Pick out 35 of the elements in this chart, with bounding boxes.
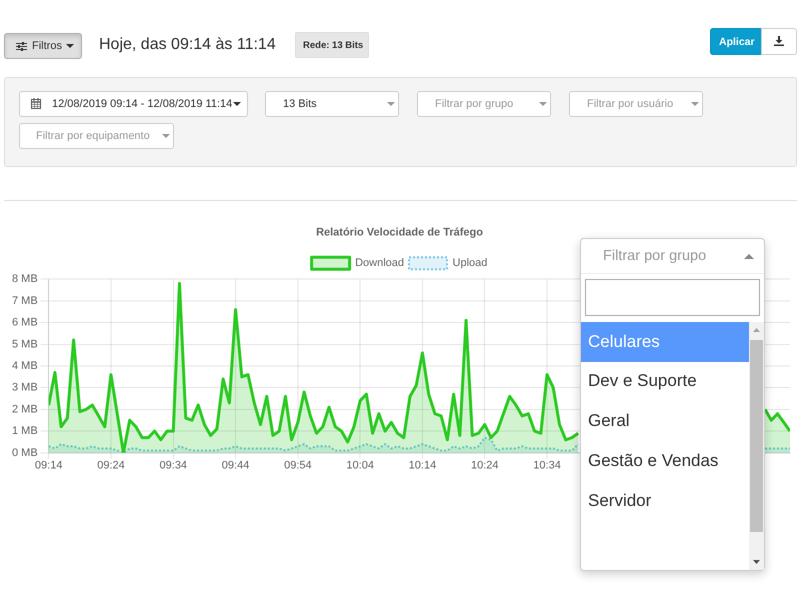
selected-option: Celulares <box>581 322 749 362</box>
date-range-field: 12/08/2019 09:14 - 12/08/2019 11:14 <box>19 91 248 117</box>
y-tick-label: 6 MB <box>12 316 38 329</box>
annotation: Dev e Suporte <box>588 371 697 391</box>
y-tick-label: 5 MB <box>12 338 38 350</box>
y-tick-label: 2 MB <box>12 403 38 416</box>
group-select: Filtrar por grupo <box>417 91 551 117</box>
x-tick-label: 10:14 <box>408 459 436 472</box>
network-badge: Rede: 13 Bits <box>295 32 369 58</box>
dropdown-panel: Filtrar por grupo Celulares Dev e Suporte Geral Gestão e Vendas Servidor <box>580 238 765 571</box>
x-tick-label: 10:04 <box>346 459 374 472</box>
x-tick-label: 09:14 <box>34 459 62 472</box>
legend-label: Upload <box>452 257 488 270</box>
chart-title: Relatório Velocidade de Tráfego <box>316 226 484 239</box>
text: Hoje, das 09:14 às 11:14 <box>99 36 276 54</box>
apply-button: Aplicar <box>710 28 762 55</box>
x-tick-label: 09:24 <box>97 459 125 472</box>
x-tick-label: 09:54 <box>284 459 312 472</box>
network-select: 13 Bits <box>265 91 399 117</box>
y-tick-label: 3 MB <box>12 382 38 394</box>
annotation: Gestão e Vendas <box>588 451 718 471</box>
user-select: Filtrar por usuário <box>569 91 703 117</box>
x-tick-label: 10:24 <box>470 459 499 472</box>
y-tick-label: 8 MB <box>12 273 38 286</box>
y-tick-label: 1 MB <box>12 425 38 438</box>
annotation: Geral <box>588 411 630 431</box>
x-tick-label: 09:44 <box>222 459 250 472</box>
y-tick-label: 7 MB <box>12 294 38 307</box>
equipment-select: Filtrar por equipamento <box>19 123 174 149</box>
x-tick-label: 10:34 <box>533 459 561 472</box>
y-tick-label: 0 MB <box>12 446 38 459</box>
y-tick-label: 4 MB <box>12 360 38 372</box>
x-tick-label: 09:34 <box>160 459 188 472</box>
filters-button: Filtros <box>4 33 82 59</box>
legend-label: Download <box>355 257 404 270</box>
